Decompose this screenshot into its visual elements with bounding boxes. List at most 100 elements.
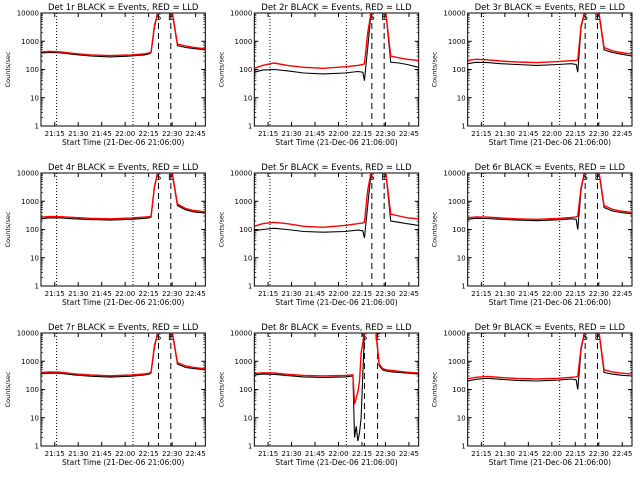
y-axis-label: Counts/sec [217, 371, 225, 407]
lld-series-line [467, 333, 632, 380]
x-tick-label: 22:30 [589, 130, 609, 138]
x-tick-label: 21:15 [258, 290, 278, 298]
events-series-line [254, 173, 419, 239]
x-axis-label: Start Time (21-Dec-06 21:06:00) [62, 298, 184, 307]
panel-title: Det 8r BLACK = Events, RED = LLD [261, 323, 412, 333]
panel-title: Det 7r BLACK = Events, RED = LLD [48, 323, 199, 333]
y-tick-label: 10 [243, 254, 252, 262]
x-tick-label: 22:15 [352, 130, 372, 138]
x-tick-label: 22:45 [186, 130, 206, 138]
x-axis-label: Start Time (21-Dec-06 21:06:00) [489, 138, 611, 147]
x-tick-label: 22:30 [589, 290, 609, 298]
y-tick-label: 1000 [21, 38, 39, 46]
panel-title: Det 9r BLACK = Events, RED = LLD [475, 323, 626, 333]
y-axis-label: Counts/sec [217, 211, 225, 247]
x-tick-label: 22:45 [612, 290, 632, 298]
y-tick-label: 100 [239, 386, 252, 394]
y-axis-label: Counts/sec [4, 371, 12, 407]
y-axis-label: Counts/sec [431, 371, 439, 407]
x-tick-label: 22:30 [375, 450, 395, 458]
x-tick-label: 21:15 [45, 450, 65, 458]
x-tick-label: 22:30 [375, 130, 395, 138]
y-tick-label: 1 [35, 123, 39, 131]
x-tick-label: 22:00 [328, 290, 348, 298]
y-tick-label: 1000 [448, 198, 466, 206]
x-axis-label: Start Time (21-Dec-06 21:06:00) [489, 298, 611, 307]
y-tick-label: 1 [248, 283, 252, 291]
events-series-line [467, 333, 632, 390]
x-tick-label: 22:00 [542, 130, 562, 138]
end-marker-label: E [595, 13, 601, 23]
x-tick-label: 22:45 [399, 130, 419, 138]
x-tick-label: 21:30 [495, 130, 515, 138]
x-tick-label: 21:30 [281, 290, 301, 298]
end-marker-label: E [168, 333, 174, 343]
detector-panel: Det 1r BLACK = Events, RED = LLD 1 10 100 10… [4, 3, 206, 147]
x-tick-label: 22:00 [328, 450, 348, 458]
y-tick-label: 1 [461, 443, 465, 451]
x-tick-label: 21:15 [471, 290, 491, 298]
y-tick-label: 10000 [230, 10, 252, 18]
y-tick-label: 10000 [17, 330, 39, 338]
x-tick-label: 22:30 [162, 290, 182, 298]
y-axis-label: Counts/sec [217, 51, 225, 87]
start-marker-label: S [156, 333, 162, 343]
x-tick-label: 22:00 [542, 290, 562, 298]
x-tick-label: 21:15 [258, 450, 278, 458]
detector-panel: Det 3r BLACK = Events, RED = LLD 1 10 100 10… [431, 3, 633, 147]
events-series-line [467, 173, 632, 230]
end-marker-label: E [595, 173, 601, 183]
x-tick-label: 21:15 [258, 130, 278, 138]
x-tick-label: 22:00 [115, 130, 135, 138]
y-tick-label: 1000 [21, 358, 39, 366]
y-axis-label: Counts/sec [4, 211, 12, 247]
end-marker-label: E [168, 173, 174, 183]
x-tick-label: 21:30 [495, 290, 515, 298]
x-tick-label: 22:15 [352, 450, 372, 458]
y-axis-label: Counts/sec [431, 211, 439, 247]
y-tick-label: 10 [243, 94, 252, 102]
x-tick-label: 22:15 [565, 130, 585, 138]
y-tick-label: 10 [243, 414, 252, 422]
y-tick-label: 10 [457, 94, 466, 102]
y-tick-label: 100 [26, 66, 39, 74]
y-tick-label: 10000 [230, 330, 252, 338]
end-marker-label: E [381, 13, 387, 23]
y-tick-label: 1000 [235, 358, 253, 366]
x-tick-label: 21:30 [68, 450, 88, 458]
y-tick-label: 10 [30, 414, 39, 422]
y-tick-label: 10000 [443, 10, 465, 18]
lld-series-line [254, 173, 419, 229]
x-tick-label: 22:45 [612, 450, 632, 458]
y-tick-label: 100 [452, 386, 465, 394]
panel-title: Det 5r BLACK = Events, RED = LLD [261, 163, 412, 173]
events-series-line [467, 13, 632, 73]
start-marker-label: S [369, 13, 375, 23]
y-tick-label: 1000 [448, 38, 466, 46]
start-marker-label: S [369, 173, 375, 183]
lld-series-line [41, 333, 206, 377]
panel-title: Det 1r BLACK = Events, RED = LLD [48, 3, 199, 13]
y-axis-label: Counts/sec [431, 51, 439, 87]
y-tick-label: 1000 [235, 198, 253, 206]
y-tick-label: 10000 [230, 170, 252, 178]
end-marker-label: E [375, 333, 381, 343]
x-tick-label: 22:00 [542, 450, 562, 458]
lld-series-line [254, 333, 419, 405]
end-marker-label: E [168, 13, 174, 23]
x-axis-label: Start Time (21-Dec-06 21:06:00) [275, 298, 397, 307]
panel-title: Det 2r BLACK = Events, RED = LLD [261, 3, 412, 13]
detector-panel: Det 2r BLACK = Events, RED = LLD 1 10 100 10… [217, 3, 420, 147]
y-tick-label: 10 [30, 254, 39, 262]
y-tick-label: 100 [452, 66, 465, 74]
x-tick-label: 21:45 [518, 450, 538, 458]
y-tick-label: 10 [457, 254, 466, 262]
detector-panel: Det 6r BLACK = Events, RED = LLD 1 10 100 10… [431, 163, 633, 307]
x-tick-label: 22:45 [186, 450, 206, 458]
x-tick-label: 21:30 [495, 450, 515, 458]
y-tick-label: 10000 [17, 170, 39, 178]
x-tick-label: 21:45 [518, 290, 538, 298]
x-tick-label: 22:30 [589, 450, 609, 458]
y-axis-label: Counts/sec [4, 51, 12, 87]
